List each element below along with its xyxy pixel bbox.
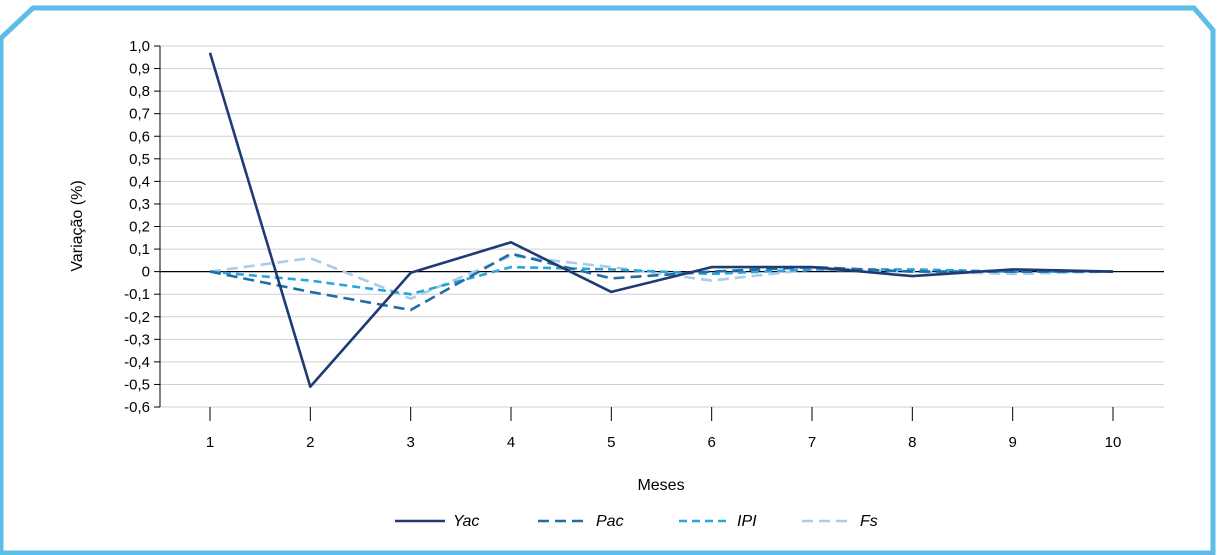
y-tick-label: 0,6 — [129, 128, 150, 145]
y-tick-label: 0,5 — [129, 151, 150, 168]
legend-label-yac: Yac — [453, 513, 479, 530]
x-tick-label: 7 — [808, 434, 816, 451]
x-tick-label: 9 — [1008, 434, 1016, 451]
y-tick-label: 0,1 — [129, 241, 150, 258]
x-tick-label: 10 — [1105, 434, 1122, 451]
y-tick-label: 0,9 — [129, 61, 150, 78]
y-tick-label: 0,3 — [129, 196, 150, 213]
y-tick-label: -0,5 — [124, 376, 150, 393]
gridlines — [160, 45, 1164, 408]
y-tick-label: -0,1 — [124, 286, 150, 303]
y-tick-label: 0,8 — [129, 83, 150, 100]
x-tick-label: 5 — [607, 434, 615, 451]
x-tick-label: 6 — [707, 434, 715, 451]
x-axis-ticks: 1 2 3 4 5 6 7 8 9 10 — [206, 407, 1122, 451]
x-tick-label: 1 — [206, 434, 214, 451]
y-tick-label: 1,0 — [129, 38, 150, 55]
series-lines — [208, 52, 1114, 389]
x-tick-label: 8 — [908, 434, 916, 451]
y-tick-label: -0,4 — [124, 354, 150, 371]
series-line-yac — [208, 52, 1114, 389]
legend: Yac Pac IPI Fs — [395, 513, 878, 530]
y-tick-label: -0,3 — [124, 331, 150, 348]
x-axis-title: Meses — [637, 477, 684, 494]
legend-label-ipi: IPI — [737, 513, 757, 530]
legend-label-pac: Pac — [596, 513, 624, 530]
y-tick-label: -0,2 — [124, 309, 150, 326]
y-tick-label: 0,4 — [129, 173, 150, 190]
y-tick-label: 0,7 — [129, 106, 150, 123]
y-tick-label: -0,6 — [124, 399, 150, 416]
y-tick-label: 0 — [142, 264, 150, 281]
series-line-pac — [209, 252, 1113, 312]
legend-label-fs: Fs — [860, 513, 878, 530]
x-tick-label: 3 — [406, 434, 414, 451]
x-tick-label: 4 — [507, 434, 515, 451]
frame-border — [0, 5, 1216, 555]
y-axis-ticks: 1,0 0,9 0,8 0,7 0,6 0,5 0,4 0,3 0,2 0,1 0 -0,1 -0,2 -… — [124, 38, 160, 416]
y-axis-title: Variação (%) — [69, 180, 86, 271]
y-tick-label: 0,2 — [129, 219, 150, 236]
series-line-fs — [209, 254, 1114, 301]
x-tick-label: 2 — [306, 434, 314, 451]
